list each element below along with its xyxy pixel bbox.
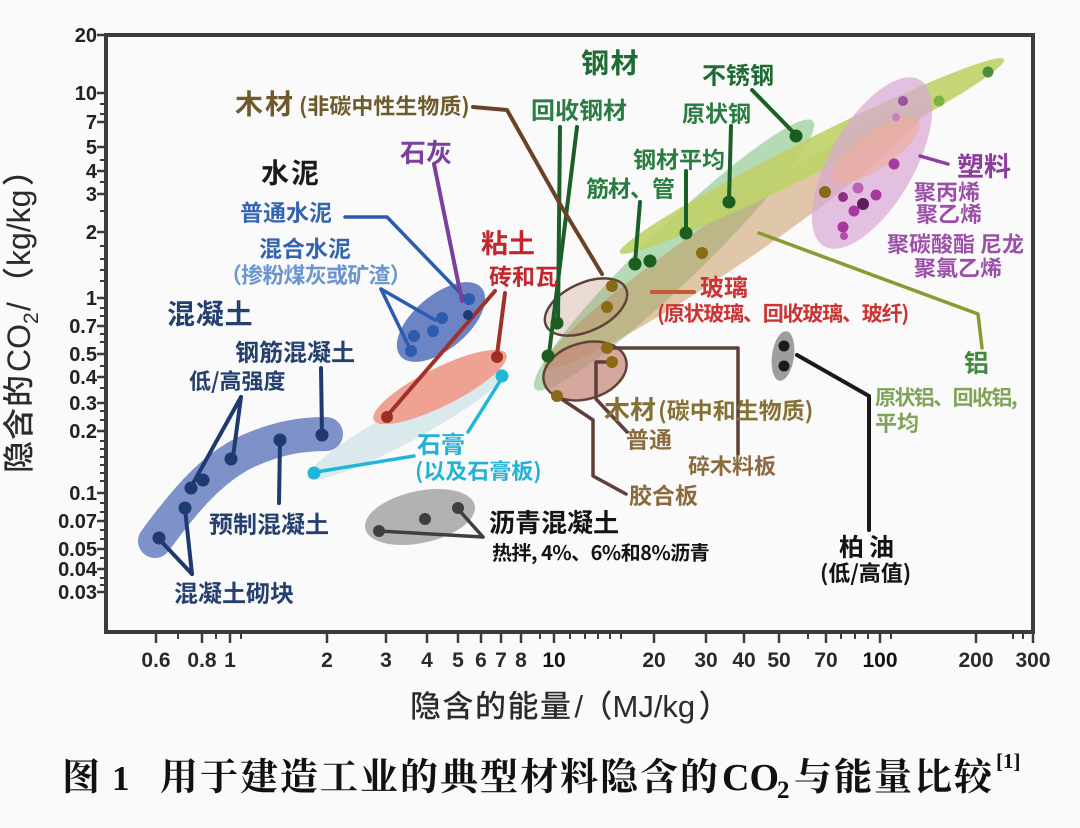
svg-text:0.04: 0.04: [58, 559, 98, 581]
svg-text:10: 10: [542, 649, 565, 672]
svg-text:3: 3: [86, 184, 97, 206]
svg-text:kg/kg: kg/kg: [1, 190, 37, 266]
svg-text:300: 300: [1015, 649, 1050, 672]
svg-text:5: 5: [452, 649, 464, 672]
svg-text:50: 50: [767, 649, 790, 672]
svg-text:5: 5: [86, 137, 97, 159]
svg-text:200: 200: [958, 649, 993, 672]
svg-text:2: 2: [86, 222, 97, 244]
svg-text:100: 100: [862, 649, 897, 672]
svg-text:8: 8: [515, 649, 527, 672]
svg-text:0.3: 0.3: [69, 393, 97, 415]
svg-text:0.05: 0.05: [58, 539, 97, 561]
svg-text:4: 4: [421, 649, 433, 672]
svg-text:0.03: 0.03: [58, 582, 97, 604]
svg-text:0.4: 0.4: [69, 367, 98, 389]
svg-text:20: 20: [75, 25, 97, 47]
svg-text:0.07: 0.07: [58, 511, 97, 533]
svg-text:70: 70: [814, 649, 837, 672]
svg-text:0.5: 0.5: [69, 344, 97, 366]
svg-text:7: 7: [495, 649, 507, 672]
svg-text:0.2: 0.2: [69, 421, 97, 443]
svg-text:2: 2: [777, 777, 790, 804]
svg-text:[1]: [1]: [996, 749, 1021, 773]
svg-text:2: 2: [321, 649, 333, 672]
svg-text:3: 3: [380, 649, 392, 672]
svg-text:CO: CO: [722, 757, 779, 799]
svg-text:7: 7: [86, 112, 97, 134]
svg-text:20: 20: [642, 649, 665, 672]
svg-text:10: 10: [75, 83, 97, 105]
svg-text:6: 6: [475, 649, 487, 672]
svg-text:1: 1: [86, 288, 97, 310]
svg-text:2: 2: [20, 312, 43, 324]
svg-text:30: 30: [694, 649, 717, 672]
svg-text:0.6: 0.6: [141, 649, 170, 672]
svg-text:MJ/kg: MJ/kg: [613, 689, 696, 724]
svg-text:CO: CO: [1, 324, 37, 372]
svg-text:/: /: [1, 302, 37, 311]
svg-text:0.7: 0.7: [69, 316, 97, 338]
svg-text:1: 1: [224, 649, 236, 672]
svg-text:/: /: [575, 689, 584, 724]
svg-text:0.1: 0.1: [69, 483, 97, 505]
svg-text:4: 4: [86, 161, 98, 183]
svg-text:40: 40: [732, 649, 755, 672]
svg-text:1: 1: [112, 759, 130, 798]
svg-text:0.8: 0.8: [187, 649, 217, 672]
